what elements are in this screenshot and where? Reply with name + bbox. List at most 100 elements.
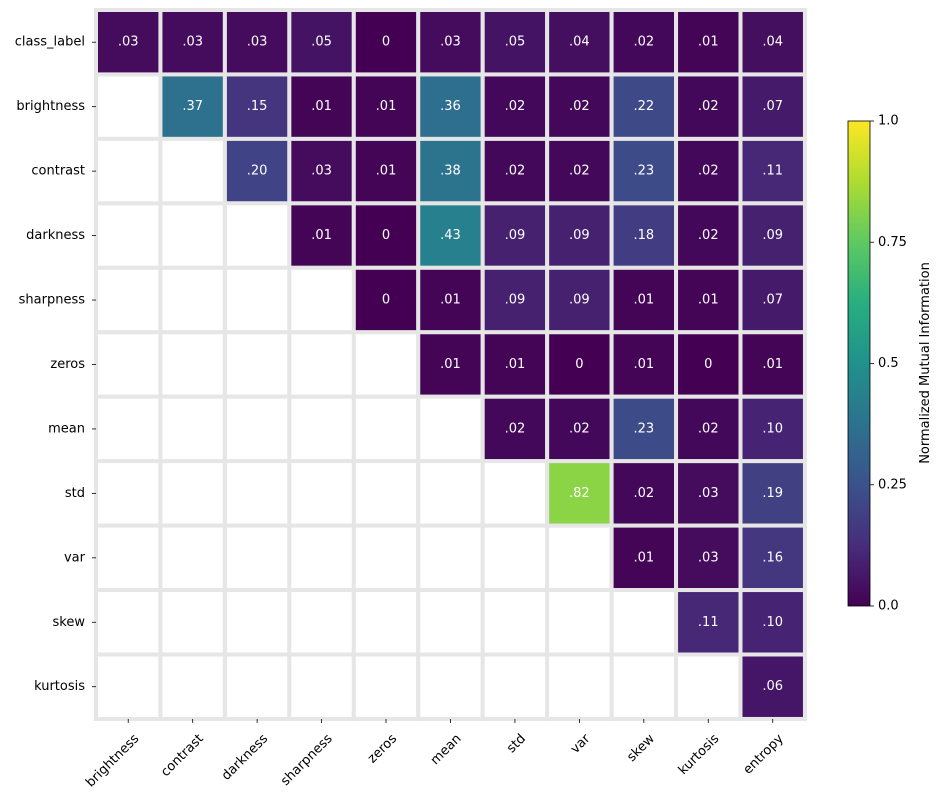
cell-value-label: .01 xyxy=(311,99,332,114)
empty-cell xyxy=(94,459,163,528)
heatmap-cell xyxy=(609,523,679,593)
cell-value-label: .05 xyxy=(311,35,332,50)
cell-value-label: .02 xyxy=(505,99,526,114)
empty-cell xyxy=(94,523,163,593)
heatmap-cell xyxy=(609,72,679,141)
empty-cell xyxy=(158,330,227,399)
cell-value-label: 0 xyxy=(382,293,390,308)
empty-cell xyxy=(158,588,227,657)
y-tick-label: kurtosis xyxy=(34,679,85,694)
heatmap-cells: .03 .03 .03 .05 0 .03 .05 .04 .02 .01 .04 .37 .15 .01… xyxy=(94,8,807,721)
cell-value-label: .23 xyxy=(633,164,654,179)
cell-value-label: .04 xyxy=(569,35,590,50)
cell-value-label: .02 xyxy=(633,486,654,501)
cell-value-label: 0 xyxy=(704,357,712,372)
empty-cell xyxy=(480,588,550,657)
colorbar-gradient xyxy=(847,120,871,607)
heatmap-cell xyxy=(738,652,807,721)
heatmap-cell xyxy=(609,394,679,464)
cell-value-label: .10 xyxy=(762,615,783,630)
empty-cell xyxy=(222,201,292,270)
colorbar-label: Normalized Mutual Information xyxy=(918,262,933,464)
empty-cell xyxy=(158,652,227,721)
empty-cell xyxy=(287,652,356,721)
cell-value-label: 0 xyxy=(382,35,390,50)
y-tick-label: var xyxy=(64,550,86,565)
cell-value-label: .07 xyxy=(762,293,783,308)
empty-cell xyxy=(287,394,356,464)
empty-cell xyxy=(94,265,163,335)
cell-value-label: .02 xyxy=(569,164,590,179)
colorbar-tick-label: 0.25 xyxy=(878,477,907,492)
cell-value-label: .01 xyxy=(440,293,461,308)
empty-cell xyxy=(94,330,163,399)
x-tick-label: var xyxy=(568,731,594,757)
empty-cell xyxy=(287,588,356,657)
cell-value-label: .23 xyxy=(633,421,654,436)
colorbar-tick-label: 0.75 xyxy=(878,235,907,250)
cell-value-label: .09 xyxy=(569,228,590,243)
empty-cell xyxy=(480,459,550,528)
x-tick-label: sharpness xyxy=(278,731,336,789)
empty-cell xyxy=(351,394,421,464)
empty-cell xyxy=(674,652,743,721)
y-tick-label: sharpness xyxy=(19,293,86,308)
heatmap-cell xyxy=(738,136,807,206)
empty-cell xyxy=(94,588,163,657)
y-tick-label: class_label xyxy=(15,35,85,50)
y-tick-label: darkness xyxy=(26,228,85,243)
empty-cell xyxy=(287,330,356,399)
empty-cell xyxy=(287,459,356,528)
cell-value-label: .01 xyxy=(633,550,654,565)
empty-cell xyxy=(94,72,163,141)
heatmap-cell xyxy=(287,201,356,270)
empty-cell xyxy=(94,394,163,464)
empty-cell xyxy=(351,652,421,721)
heatmap-cell xyxy=(480,72,550,141)
empty-cell xyxy=(480,523,550,593)
empty-cell xyxy=(158,459,227,528)
x-tick-label: std xyxy=(504,731,529,756)
empty-cell xyxy=(351,523,421,593)
cell-value-label: .01 xyxy=(505,357,526,372)
empty-cell xyxy=(480,652,550,721)
cell-value-label: .11 xyxy=(762,164,783,179)
empty-cell xyxy=(545,523,614,593)
cell-value-label: .03 xyxy=(698,486,719,501)
cell-value-label: .09 xyxy=(505,293,526,308)
heatmap-cell xyxy=(674,588,743,657)
cell-value-label: .82 xyxy=(569,486,590,501)
empty-cell xyxy=(416,394,485,464)
cell-value-label: .09 xyxy=(505,228,526,243)
y-tick-label: brightness xyxy=(16,99,85,114)
empty-cell xyxy=(158,394,227,464)
cell-value-label: .06 xyxy=(762,679,783,694)
empty-cell xyxy=(158,136,227,206)
cell-value-label: .01 xyxy=(698,35,719,50)
cell-value-label: .02 xyxy=(505,164,526,179)
cell-value-label: .02 xyxy=(698,164,719,179)
cell-value-label: .04 xyxy=(762,35,783,50)
cell-value-label: .02 xyxy=(698,421,719,436)
x-tick-label: entropy xyxy=(741,731,787,777)
empty-cell xyxy=(351,588,421,657)
empty-cell xyxy=(222,265,292,335)
cell-value-label: .18 xyxy=(633,228,654,243)
x-tick-label: darkness xyxy=(219,731,271,783)
cell-value-label: .36 xyxy=(440,99,461,114)
cell-value-label: .03 xyxy=(698,550,719,565)
empty-cell xyxy=(158,523,227,593)
cell-value-label: .05 xyxy=(505,35,526,50)
cell-value-label: .03 xyxy=(182,35,203,50)
cell-value-label: .38 xyxy=(440,164,461,179)
cell-value-label: .01 xyxy=(698,293,719,308)
empty-cell xyxy=(222,330,292,399)
empty-cell xyxy=(94,201,163,270)
cell-value-label: .15 xyxy=(247,99,268,114)
colorbar: Normalized Mutual Information 0.0 0.25 0.5… xyxy=(847,114,933,614)
x-tick-label: contrast xyxy=(158,731,207,780)
cell-value-label: .19 xyxy=(762,486,783,501)
empty-cell xyxy=(351,459,421,528)
empty-cell xyxy=(222,652,292,721)
